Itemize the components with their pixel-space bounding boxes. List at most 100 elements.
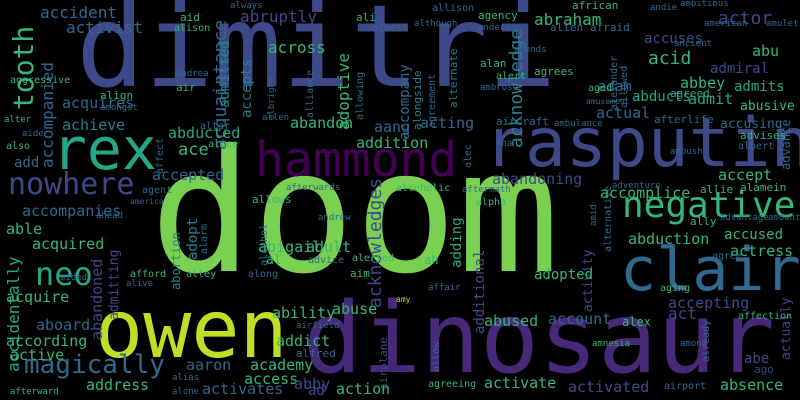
word-amongst: amongst (100, 103, 138, 113)
word-act: act (668, 304, 697, 323)
word-affair: affair (428, 283, 461, 293)
word-admitting: admitting (107, 249, 122, 320)
word-altar: altar (200, 121, 231, 132)
word-abu: abu (752, 42, 780, 60)
word-ago: ago (754, 363, 774, 376)
word-alone: alone (172, 387, 200, 397)
word-alive: alive (126, 279, 154, 289)
word-claire: claire (620, 235, 800, 305)
word-alan: alan (480, 57, 507, 70)
word-negative: negative (622, 185, 796, 226)
word-albert: albert (738, 141, 775, 152)
word-accomplice: accomplice (600, 184, 691, 202)
word-alcoholic: alcoholic (396, 183, 451, 194)
word-aim: aim (350, 267, 370, 280)
word-alien: alien (550, 21, 584, 34)
word-abby: abby (294, 375, 331, 393)
word-abandon: abandon (290, 114, 354, 132)
word-although: although (414, 19, 458, 29)
word-amy: amy (396, 295, 411, 304)
word-actually: actually (779, 297, 794, 360)
word-absence: absence (720, 376, 784, 394)
word-andrew: andrew (318, 213, 351, 223)
word-aided: aided (60, 273, 88, 283)
word-amends: amends (514, 45, 547, 55)
word-accept: accept (718, 166, 773, 184)
word-allows: allows (252, 193, 292, 206)
word-afterwards: afterwards (286, 183, 341, 193)
word-accepting: accepting (668, 294, 750, 312)
word-agent: agent (142, 185, 173, 196)
word-abbey: abbey (680, 74, 726, 92)
word-ability: ability (272, 304, 336, 322)
word-admits: admits (734, 79, 785, 95)
word-access: access (244, 370, 299, 388)
word-magically: magically (24, 350, 165, 380)
word-ambush: ambush (670, 147, 703, 157)
word-amusement: amusement (586, 97, 630, 106)
word-actress: actress (730, 242, 794, 260)
word-nowhere: nowhere (8, 167, 135, 202)
word-rex: rex (52, 115, 157, 183)
word-andrea: andrea (176, 69, 209, 79)
word-among: among (680, 339, 708, 349)
word-activates: activates (202, 380, 284, 398)
word-abducts: abducts (632, 89, 692, 105)
word-acquires: acquires (62, 94, 135, 112)
word-accident: accident (40, 3, 118, 22)
word-alec: alec (463, 143, 474, 168)
word-rasputin: rasputin (484, 104, 800, 183)
word-amnesia: amnesia (592, 339, 630, 349)
word-aid: aid (180, 11, 200, 24)
word-alter: alter (4, 115, 32, 125)
word-alias: alias (172, 373, 200, 383)
word-also: also (6, 141, 31, 152)
word-allison: allison (432, 3, 475, 14)
word-alison: alison (174, 23, 211, 34)
word-almost: almost (372, 23, 409, 34)
word-aftermath: aftermath (462, 185, 511, 195)
word-accuses: accuses (644, 31, 704, 47)
word-abuse: abuse (332, 300, 378, 318)
word-ad: ad (308, 383, 325, 399)
word-advantage: advantage (720, 213, 769, 223)
word-allie: allie (700, 183, 734, 196)
word-aged: aged (588, 83, 613, 94)
word-dimitri: dimitri (76, 0, 557, 113)
word-add: add (14, 155, 40, 171)
word-afford: afford (130, 269, 167, 280)
word-address: address (86, 376, 150, 394)
word-allowing: allowing (355, 71, 366, 120)
word-advice: advice (308, 255, 345, 266)
word-actor: actor (718, 8, 773, 29)
word-alfred: alfred (296, 347, 336, 360)
word-america: america (130, 197, 164, 206)
word-amount: amount (768, 213, 800, 223)
word-account: account (548, 310, 612, 328)
word-agreed: agreed (670, 87, 710, 100)
word-addition: addition (356, 134, 429, 152)
word-al: al (266, 253, 282, 268)
word-academy: academy (250, 356, 314, 374)
word-abduction: abduction (628, 230, 710, 248)
word-align: align (100, 89, 134, 102)
word-hammond: hammond (255, 132, 458, 188)
word-adding: adding (449, 217, 465, 268)
word-adopted: adopted (534, 267, 594, 283)
word-ahead: ahead (96, 211, 124, 221)
word-air: air (176, 81, 196, 94)
word-agency: agency (478, 9, 518, 22)
word-aircraft: aircraft (496, 115, 549, 128)
word-abraham: abraham (534, 10, 602, 29)
word-alternate: alternate (447, 48, 460, 108)
word-acknowledges: acknowledges (365, 177, 386, 308)
word-abusive: abusive (740, 99, 795, 114)
word-neo: neo (35, 255, 93, 293)
word-alley: alley (186, 269, 217, 280)
word-anderson: anderson (478, 23, 522, 33)
word-abandoning: abandoning (492, 170, 583, 188)
word-accompanies: accompanies (22, 202, 122, 220)
word-able: able (6, 220, 43, 238)
word-always: always (230, 1, 263, 11)
